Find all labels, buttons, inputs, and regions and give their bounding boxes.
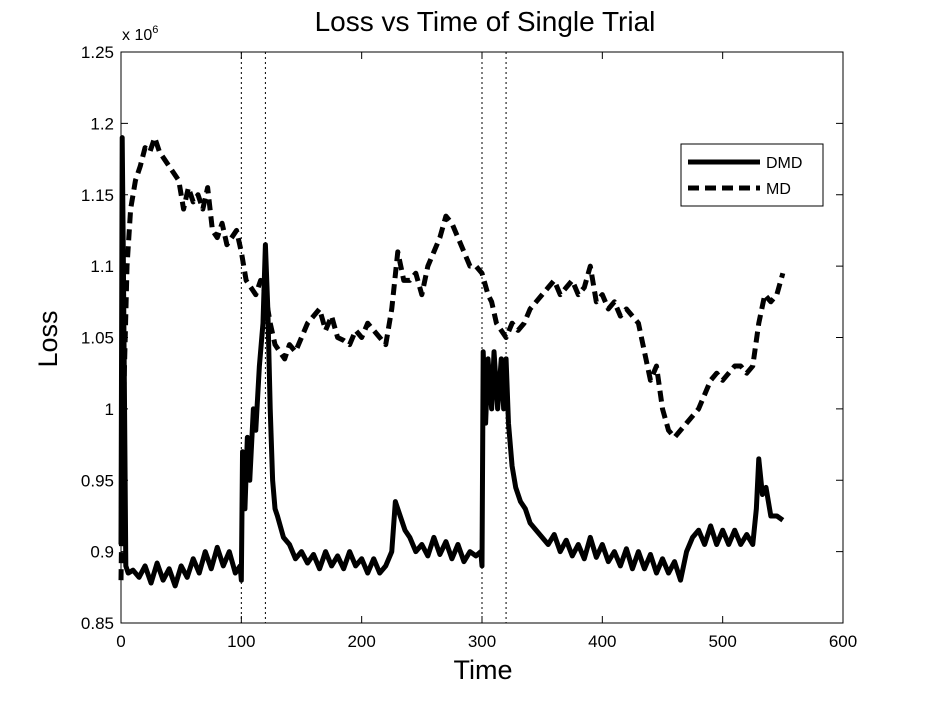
series-line-dmd <box>118 135 785 589</box>
y-tick-label: 1.05 <box>81 329 114 348</box>
y-tick-label: 0.95 <box>81 471 114 490</box>
y-tick-label: 1.15 <box>81 186 114 205</box>
legend-label-md: MD <box>766 181 791 198</box>
y-axis: 0.85 0.9 0.95 1 1.05 1.1 1.15 1.2 1.25 <box>81 43 843 633</box>
x-tick-label: 600 <box>829 632 857 651</box>
y-multiplier-label: x 106 <box>122 24 158 44</box>
x-axis-title: Time <box>454 655 513 685</box>
x-axis: 0 100 200 300 400 500 600 <box>116 52 857 651</box>
x-tick-label: 0 <box>116 632 125 651</box>
series-layer <box>118 135 786 589</box>
legend: DMD MD <box>680 143 824 207</box>
y-multiplier-base: x 10 <box>122 27 152 44</box>
y-tick-label: 1.2 <box>90 114 114 133</box>
x-tick-label: 200 <box>347 632 375 651</box>
y-tick-label: 1 <box>105 400 114 419</box>
y-tick-label: 0.9 <box>90 543 114 562</box>
series-line-md <box>118 135 786 581</box>
legend-box <box>680 143 824 207</box>
y-tick-label: 1.1 <box>90 257 114 276</box>
x-tick-label: 500 <box>708 632 736 651</box>
x-tick-label: 300 <box>468 632 496 651</box>
y-multiplier-exponent: 6 <box>152 24 158 36</box>
chart-title: Loss vs Time of Single Trial <box>315 6 656 37</box>
legend-label-dmd: DMD <box>766 155 802 172</box>
plot-area: 0 100 200 300 400 500 600 0.85 0.9 0.95 1 1.05 1.1 1… <box>81 43 857 651</box>
y-tick-label: 1.25 <box>81 43 114 62</box>
x-tick-label: 100 <box>227 632 255 651</box>
y-axis-title: Loss <box>33 310 63 367</box>
y-tick-label: 0.85 <box>81 614 114 633</box>
x-tick-label: 400 <box>588 632 616 651</box>
